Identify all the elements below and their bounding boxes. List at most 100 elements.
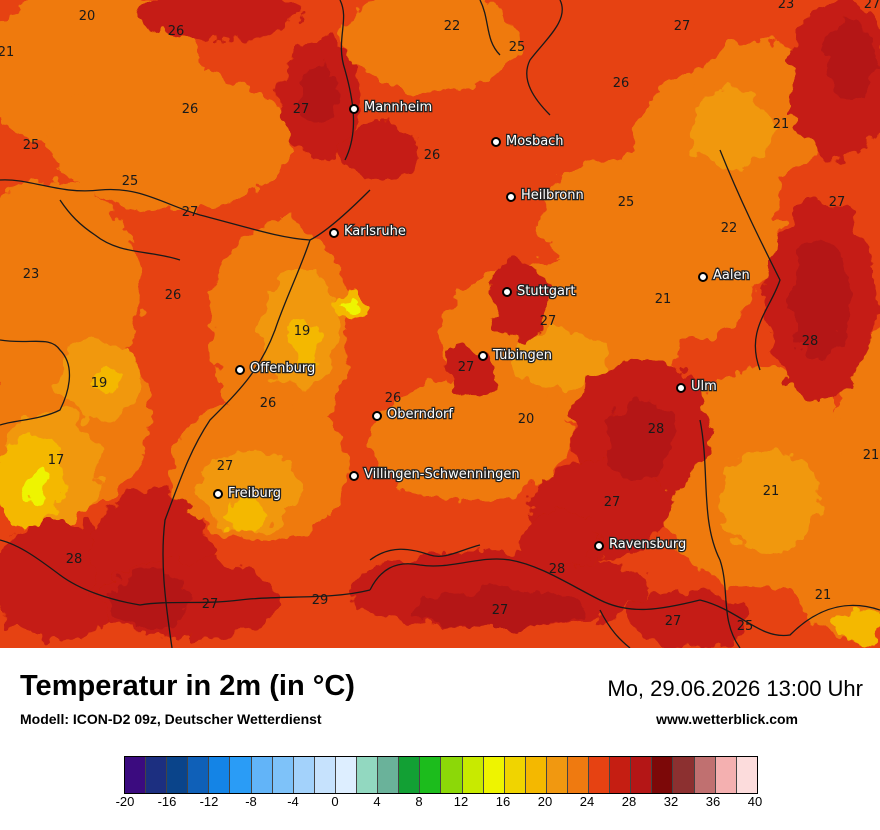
temp-label: 27 bbox=[604, 495, 621, 510]
scale-swatch bbox=[251, 757, 273, 793]
city-tuebingen[interactable]: Tübingen bbox=[478, 347, 553, 364]
temp-label: 21 bbox=[0, 45, 14, 60]
city-villingen-schwenningen[interactable]: Villingen-Schwenningen bbox=[349, 466, 521, 483]
city-dot bbox=[594, 541, 604, 551]
scale-swatch bbox=[462, 757, 484, 793]
city-dot bbox=[506, 192, 516, 202]
city-label: Offenburg bbox=[250, 361, 315, 376]
scale-swatch bbox=[399, 757, 421, 793]
scale-swatch bbox=[167, 757, 189, 793]
city-dot bbox=[478, 351, 488, 361]
temp-label: 26 bbox=[424, 148, 441, 163]
scale-tick-label: -8 bbox=[245, 794, 257, 809]
temp-label: 27 bbox=[458, 360, 475, 375]
temp-label: 28 bbox=[66, 552, 83, 567]
temp-label: 23 bbox=[778, 0, 795, 12]
scale-tick-label: 24 bbox=[579, 794, 595, 809]
scale-swatch bbox=[420, 757, 442, 793]
scale-tick-label: -20 bbox=[115, 794, 135, 809]
temp-label: 27 bbox=[665, 614, 682, 629]
temp-label: 21 bbox=[773, 117, 790, 132]
scale-swatch bbox=[736, 757, 757, 793]
city-dot bbox=[329, 228, 339, 238]
city-stuttgart[interactable]: Stuttgart bbox=[502, 283, 577, 300]
city-dot bbox=[676, 383, 686, 393]
model-info: Modell: ICON-D2 09z, Deutscher Wetterdie… bbox=[20, 711, 322, 727]
scale-swatch bbox=[589, 757, 611, 793]
temp-field-patches bbox=[0, 0, 880, 648]
city-label: Oberndorf bbox=[387, 407, 453, 422]
scale-swatch bbox=[441, 757, 463, 793]
city-offenburg[interactable]: Offenburg bbox=[235, 360, 317, 377]
scale-swatch bbox=[546, 757, 568, 793]
temperature-labels: 20 26 22 27 23 27 21 26 25 27 26 25 26 2… bbox=[0, 0, 880, 634]
city-aalen[interactable]: Aalen bbox=[698, 267, 751, 284]
scale-tick-label: 32 bbox=[663, 794, 679, 809]
scale-swatch bbox=[715, 757, 737, 793]
temp-label: 26 bbox=[168, 24, 185, 39]
scale-tick-label: 0 bbox=[331, 794, 339, 809]
temp-label: 27 bbox=[182, 205, 199, 220]
city-label: Mosbach bbox=[506, 134, 564, 149]
temp-label: 27 bbox=[293, 102, 310, 117]
city-label: Heilbronn bbox=[521, 188, 584, 203]
city-dot bbox=[698, 272, 708, 282]
scale-tick-label: 12 bbox=[453, 794, 469, 809]
city-dot bbox=[502, 287, 512, 297]
city-mannheim[interactable]: Mannheim bbox=[349, 99, 433, 116]
scale-swatch bbox=[209, 757, 231, 793]
city-oberndorf[interactable]: Oberndorf bbox=[372, 406, 455, 423]
city-label: Tübingen bbox=[492, 348, 552, 363]
city-dot bbox=[491, 137, 501, 147]
color-scale-ticks: -20 -16 -12 -8 -4 0 4 8 12 16 20 24 28 32 36 40 bbox=[116, 794, 763, 822]
color-scale bbox=[124, 756, 758, 794]
city-ravensburg[interactable]: Ravensburg bbox=[594, 536, 688, 553]
city-heilbronn[interactable]: Heilbronn bbox=[506, 187, 585, 204]
city-mosbach[interactable]: Mosbach bbox=[491, 133, 565, 150]
scale-swatch bbox=[673, 757, 695, 793]
temp-label: 21 bbox=[815, 588, 832, 603]
city-label: Stuttgart bbox=[517, 284, 575, 299]
scale-swatch bbox=[335, 757, 358, 793]
scale-swatch bbox=[125, 757, 147, 793]
scale-swatch bbox=[610, 757, 632, 793]
city-freiburg[interactable]: Freiburg bbox=[213, 485, 282, 502]
temp-label: 26 bbox=[613, 76, 630, 91]
temp-label: 20 bbox=[518, 412, 535, 427]
scale-swatch bbox=[188, 757, 210, 793]
scale-tick-label: 28 bbox=[621, 794, 637, 809]
scale-tick-label: -16 bbox=[157, 794, 177, 809]
temp-label: 28 bbox=[648, 422, 665, 437]
scale-swatch bbox=[567, 757, 590, 793]
city-label: Ravensburg bbox=[609, 537, 686, 552]
city-dot bbox=[349, 471, 359, 481]
temp-label: 28 bbox=[802, 334, 819, 349]
temp-label: 27 bbox=[829, 195, 846, 210]
temp-label: 19 bbox=[294, 324, 311, 339]
temp-label: 27 bbox=[540, 314, 557, 329]
scale-tick-label: 8 bbox=[415, 794, 423, 809]
scale-swatch bbox=[230, 757, 252, 793]
scale-swatch bbox=[652, 757, 674, 793]
scale-tick-label: 20 bbox=[537, 794, 553, 809]
temp-label: 20 bbox=[79, 9, 96, 24]
scale-swatch bbox=[631, 757, 653, 793]
city-karlsruhe[interactable]: Karlsruhe bbox=[329, 223, 407, 240]
temp-label: 25 bbox=[23, 138, 40, 153]
temp-label: 27 bbox=[864, 0, 880, 12]
website-link[interactable]: www.wetterblick.com bbox=[656, 711, 798, 727]
scale-tick-label: 16 bbox=[495, 794, 511, 809]
temp-label: 23 bbox=[23, 267, 40, 282]
scale-swatch bbox=[694, 757, 716, 793]
temp-label: 27 bbox=[217, 459, 234, 474]
scale-swatch bbox=[146, 757, 168, 793]
scale-swatch bbox=[504, 757, 526, 793]
city-ulm[interactable]: Ulm bbox=[676, 378, 718, 395]
scale-swatch bbox=[357, 757, 379, 793]
temp-label: 27 bbox=[674, 19, 691, 34]
temp-label: 21 bbox=[863, 448, 880, 463]
scale-tick-label: -4 bbox=[287, 794, 299, 809]
scale-swatch bbox=[483, 757, 505, 793]
city-dot bbox=[372, 411, 382, 421]
temp-label: 27 bbox=[492, 603, 509, 618]
